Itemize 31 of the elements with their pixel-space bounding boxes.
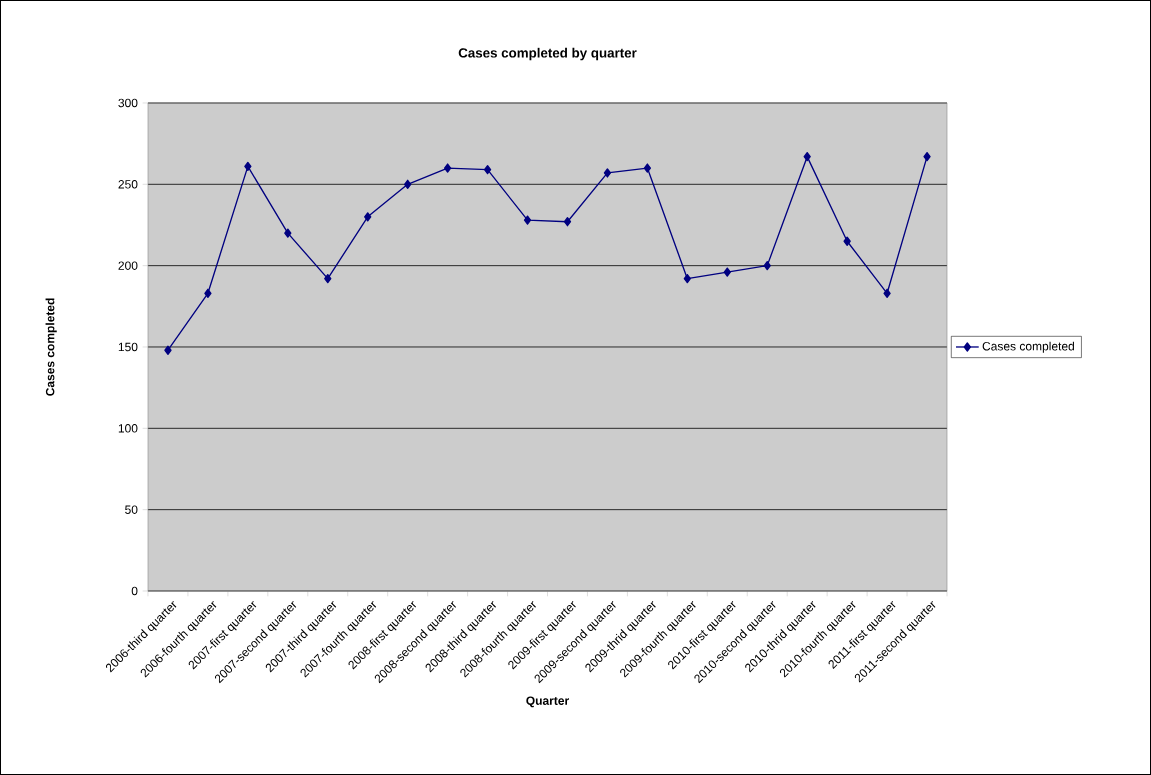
point bbox=[723, 267, 731, 277]
y-tick-label: 300 bbox=[118, 98, 138, 108]
y-tick-label: 100 bbox=[118, 424, 138, 433]
point bbox=[284, 228, 292, 238]
point bbox=[603, 168, 612, 178]
point bbox=[883, 288, 891, 298]
point bbox=[563, 217, 572, 227]
point bbox=[244, 161, 252, 172]
point bbox=[763, 260, 771, 271]
point bbox=[483, 165, 492, 175]
point bbox=[404, 179, 412, 189]
point bbox=[683, 274, 691, 284]
y-tick-label: 200 bbox=[118, 261, 138, 270]
point bbox=[443, 163, 452, 173]
point bbox=[164, 345, 172, 355]
point bbox=[204, 288, 212, 298]
y-tick-label: 50 bbox=[125, 505, 138, 514]
y-axis-title: Cases completed bbox=[45, 298, 57, 396]
legend-label: Cases completed bbox=[982, 341, 1074, 353]
point bbox=[643, 163, 652, 173]
point bbox=[364, 212, 372, 222]
y-tick-label: 150 bbox=[118, 342, 138, 352]
point bbox=[923, 152, 931, 162]
x-axis-title: Quarter bbox=[526, 696, 569, 708]
chart-title: Cases completed by quarter bbox=[458, 47, 637, 61]
y-tick-label: 0 bbox=[131, 586, 138, 596]
point bbox=[523, 215, 532, 225]
point bbox=[843, 236, 851, 246]
point bbox=[324, 274, 332, 284]
y-tick-label: 250 bbox=[118, 180, 138, 189]
point bbox=[803, 152, 811, 162]
